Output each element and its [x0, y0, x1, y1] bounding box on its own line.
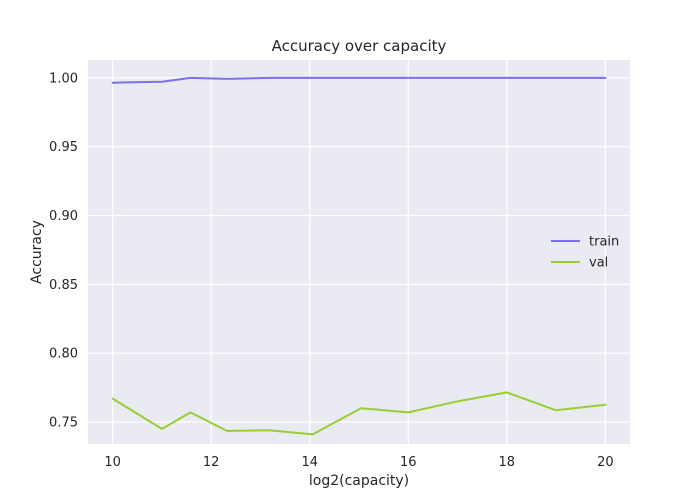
x-tick-label: 14 [301, 455, 318, 470]
plot-background [88, 60, 630, 444]
x-tick-label: 18 [499, 455, 516, 470]
legend: train val [551, 235, 619, 271]
legend-label-val: val [589, 256, 608, 271]
x-tick-label: 10 [104, 455, 121, 470]
series-line-val [111, 391, 607, 436]
x-tick-label: 20 [597, 455, 614, 470]
y-tick-label: 0.85 [49, 278, 78, 293]
tick-labels: 10 12 14 16 18 20 0.75 0.80 0.85 0.90 0.95 1.00 [49, 71, 614, 470]
series-layer [111, 76, 607, 436]
x-tick-label: 16 [400, 455, 417, 470]
grid-lines [88, 60, 630, 444]
y-tick-label: 0.95 [49, 140, 78, 155]
series-line-train [111, 76, 607, 84]
legend-label-train: train [589, 235, 619, 250]
x-axis-label: log2(capacity) [309, 473, 409, 489]
y-tick-label: 0.75 [49, 415, 78, 430]
y-tick-label: 0.90 [49, 209, 78, 224]
chart-title: Accuracy over capacity [272, 37, 447, 55]
y-tick-label: 1.00 [49, 71, 78, 86]
x-tick-label: 12 [203, 455, 220, 470]
y-axis-label: Accuracy [29, 220, 45, 284]
y-tick-label: 0.80 [49, 347, 78, 362]
